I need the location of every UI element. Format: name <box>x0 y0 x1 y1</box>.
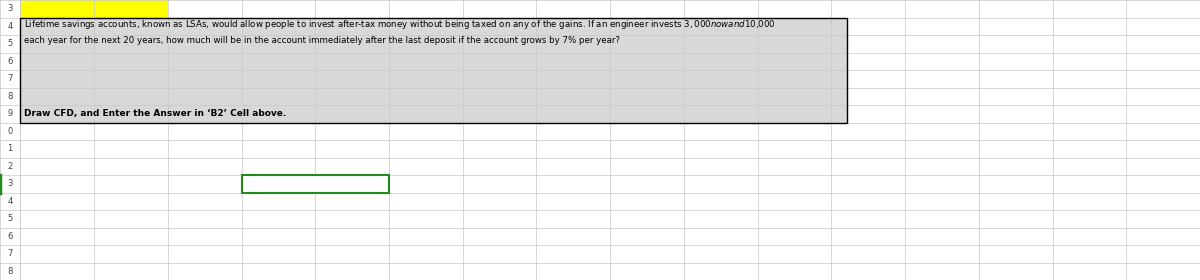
Text: 1: 1 <box>7 144 13 153</box>
Text: Lifetime savings accounts, known as LSAs, would allow people to invest after-tax: Lifetime savings accounts, known as LSAs… <box>24 18 775 31</box>
Bar <box>20 17 847 123</box>
Text: 6: 6 <box>7 57 13 66</box>
Text: 3: 3 <box>7 4 13 13</box>
Text: 4: 4 <box>7 197 13 206</box>
Text: 6: 6 <box>7 232 13 241</box>
Text: 3: 3 <box>7 179 13 188</box>
Bar <box>241 175 389 193</box>
Bar <box>94 0 168 17</box>
Text: Draw CFD, and Enter the Answer in ‘B2’ Cell above.: Draw CFD, and Enter the Answer in ‘B2’ C… <box>24 109 287 118</box>
Text: 4: 4 <box>7 22 13 31</box>
Bar <box>20 17 847 123</box>
Text: 8: 8 <box>7 267 13 276</box>
Text: 0: 0 <box>7 127 13 136</box>
Text: each year for the next 20 years, how much will be in the account immediately aft: each year for the next 20 years, how muc… <box>24 36 620 45</box>
Text: 9: 9 <box>7 109 13 118</box>
Text: 2: 2 <box>7 162 13 171</box>
Text: 5: 5 <box>7 214 13 223</box>
Text: 7: 7 <box>7 74 13 83</box>
Text: 5: 5 <box>7 39 13 48</box>
Bar <box>20 0 94 17</box>
Text: 8: 8 <box>7 92 13 101</box>
Text: 7: 7 <box>7 249 13 258</box>
